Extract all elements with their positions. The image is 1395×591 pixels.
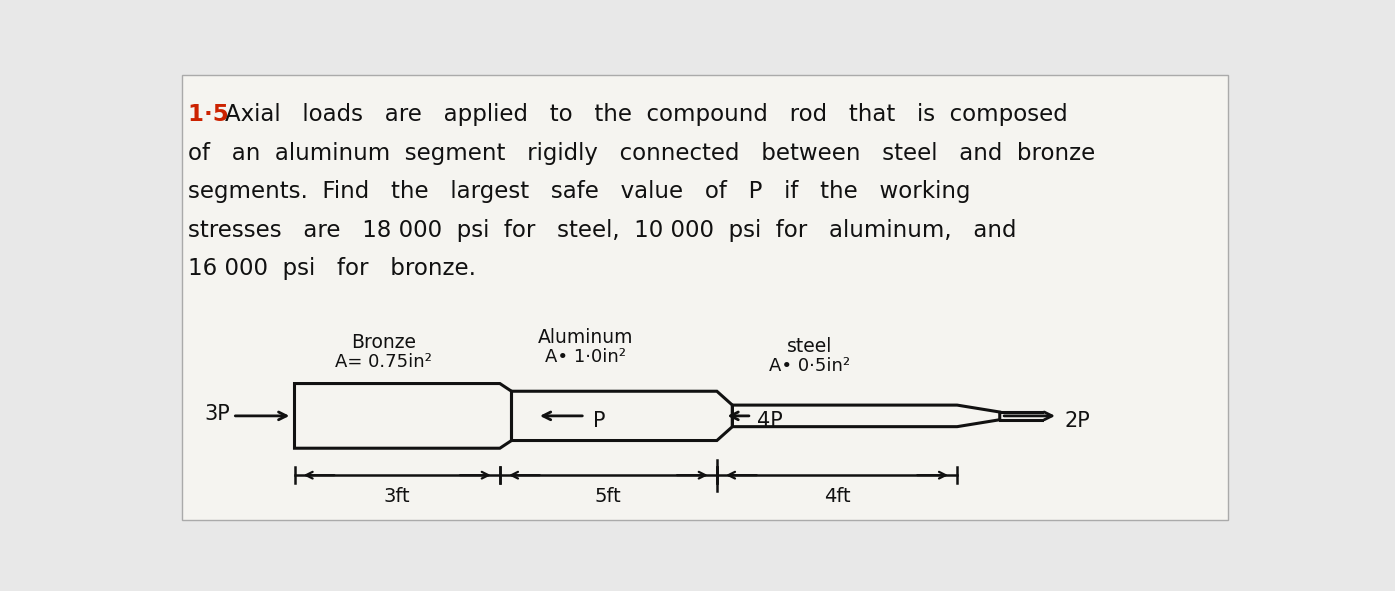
Text: 3ft: 3ft [384, 488, 410, 506]
Text: of   an  aluminum  segment   rigidly   connected   between   steel   and  bronze: of an aluminum segment rigidly connected… [188, 142, 1095, 165]
Text: Axial   loads   are   applied   to   the  compound   rod   that   is  composed: Axial loads are applied to the compound … [225, 103, 1067, 126]
Text: P: P [593, 411, 605, 431]
Text: Aluminum: Aluminum [537, 327, 633, 346]
Text: A• 0·5in²: A• 0·5in² [769, 357, 851, 375]
Text: 2P: 2P [1064, 411, 1089, 431]
Text: 3P: 3P [204, 404, 230, 424]
Text: A• 1·0in²: A• 1·0in² [544, 348, 625, 366]
FancyBboxPatch shape [183, 75, 1229, 520]
Text: 16 000  psi   for   bronze.: 16 000 psi for bronze. [188, 257, 476, 280]
Text: 1·5: 1·5 [188, 103, 237, 126]
Text: 4P: 4P [757, 411, 783, 431]
Text: 5ft: 5ft [596, 488, 622, 506]
Text: A= 0.75in²: A= 0.75in² [335, 353, 432, 371]
Text: stresses   are   18 000  psi  for   steel,  10 000  psi  for   aluminum,   and: stresses are 18 000 psi for steel, 10 00… [188, 219, 1017, 242]
Text: Bronze: Bronze [352, 333, 416, 352]
Text: 4ft: 4ft [823, 488, 851, 506]
Text: steel: steel [787, 337, 833, 356]
Text: segments.  Find   the   largest   safe   value   of   P   if   the   working: segments. Find the largest safe value of… [188, 180, 971, 203]
